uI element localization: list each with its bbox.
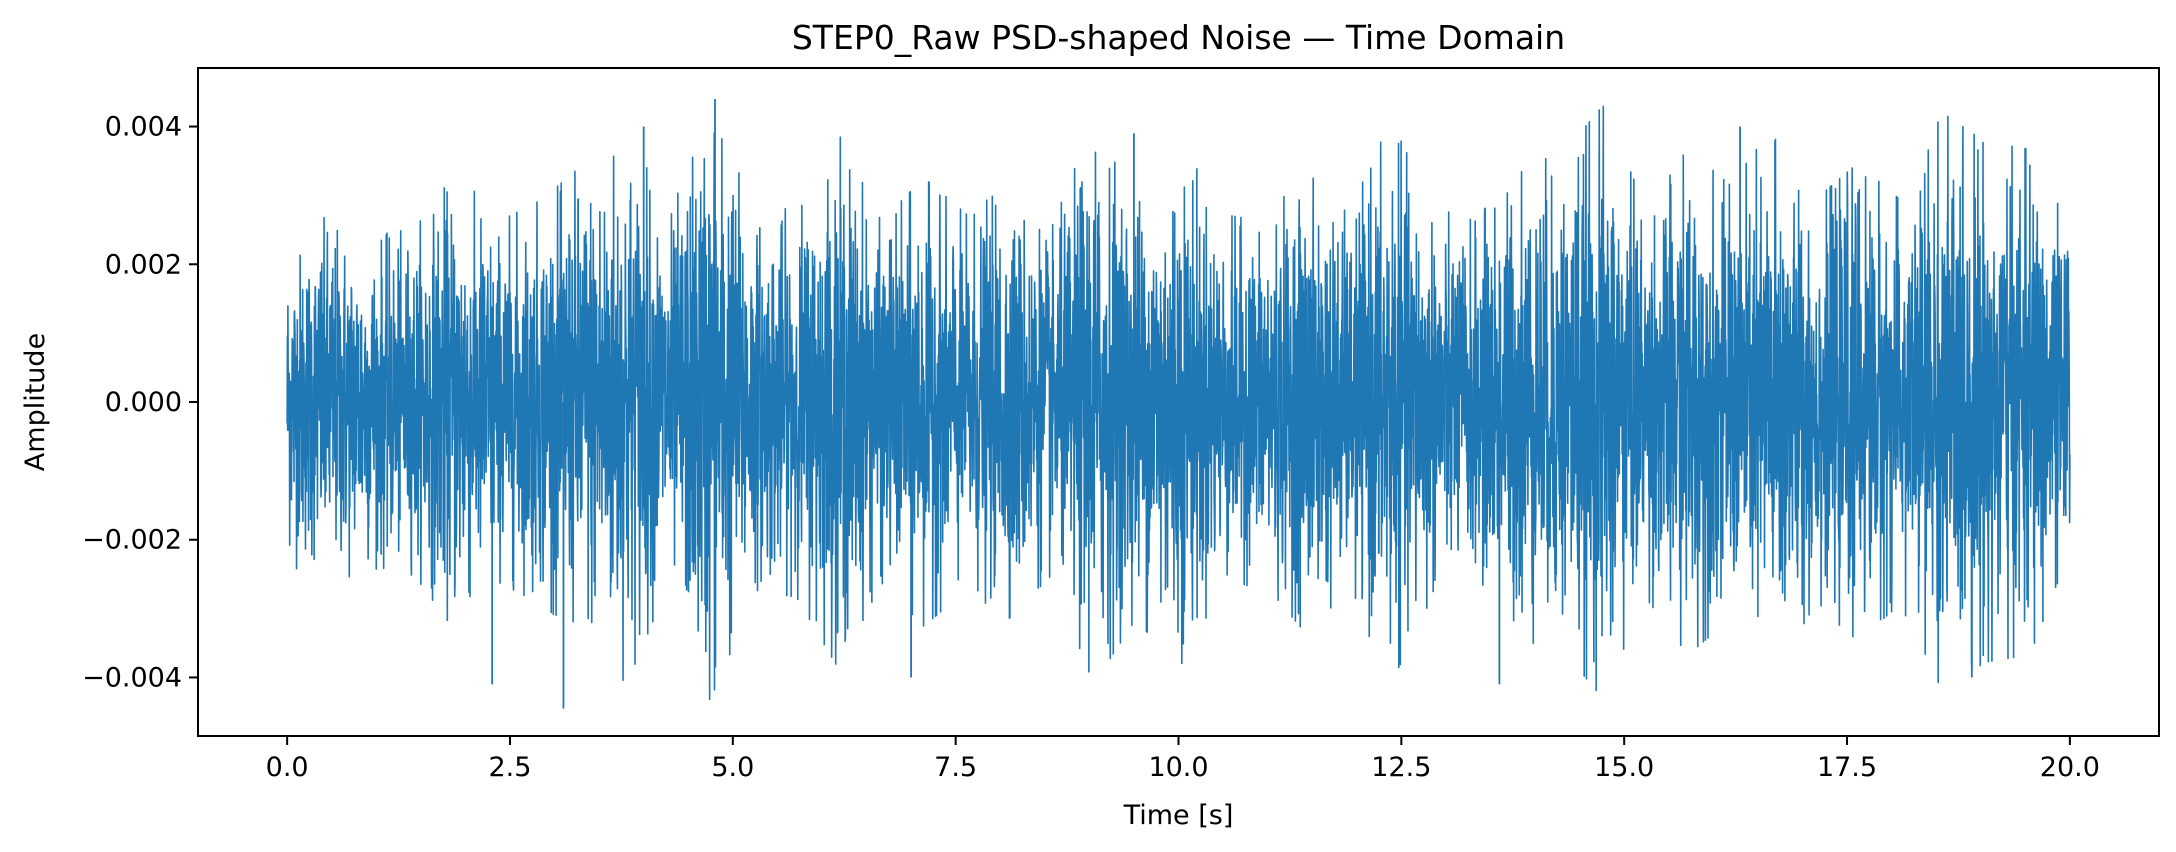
x-axis-ticks: 0.0 2.5 5.0 7.5 10.0 12.5 15.0 17.5 20.0 — [266, 736, 2100, 783]
x-tick-label: 10.0 — [1148, 752, 1208, 783]
y-tick-label: 0.002 — [105, 249, 182, 280]
x-tick-label: 7.5 — [934, 752, 977, 783]
y-tick-label: 0.000 — [105, 387, 182, 418]
y-axis-label: Amplitude — [20, 333, 51, 471]
x-tick-label: 17.5 — [1817, 752, 1877, 783]
y-tick-label: −0.002 — [82, 525, 182, 556]
x-tick-label: 2.5 — [489, 752, 532, 783]
x-tick-label: 20.0 — [2040, 752, 2100, 783]
x-tick-label: 0.0 — [266, 752, 309, 783]
y-axis-ticks: −0.004 −0.002 0.000 0.002 0.004 — [82, 112, 198, 693]
x-axis-label: Time [s] — [1123, 800, 1234, 831]
y-tick-label: 0.004 — [105, 112, 182, 143]
noise-series-line — [286, 105, 2071, 701]
x-tick-label: 15.0 — [1594, 752, 1654, 783]
y-tick-label: −0.004 — [82, 662, 182, 693]
chart-title: STEP0_Raw PSD-shaped Noise — Time Domain — [792, 18, 1565, 57]
x-tick-label: 12.5 — [1371, 752, 1431, 783]
series-group — [286, 98, 2071, 709]
x-tick-label: 5.0 — [711, 752, 754, 783]
